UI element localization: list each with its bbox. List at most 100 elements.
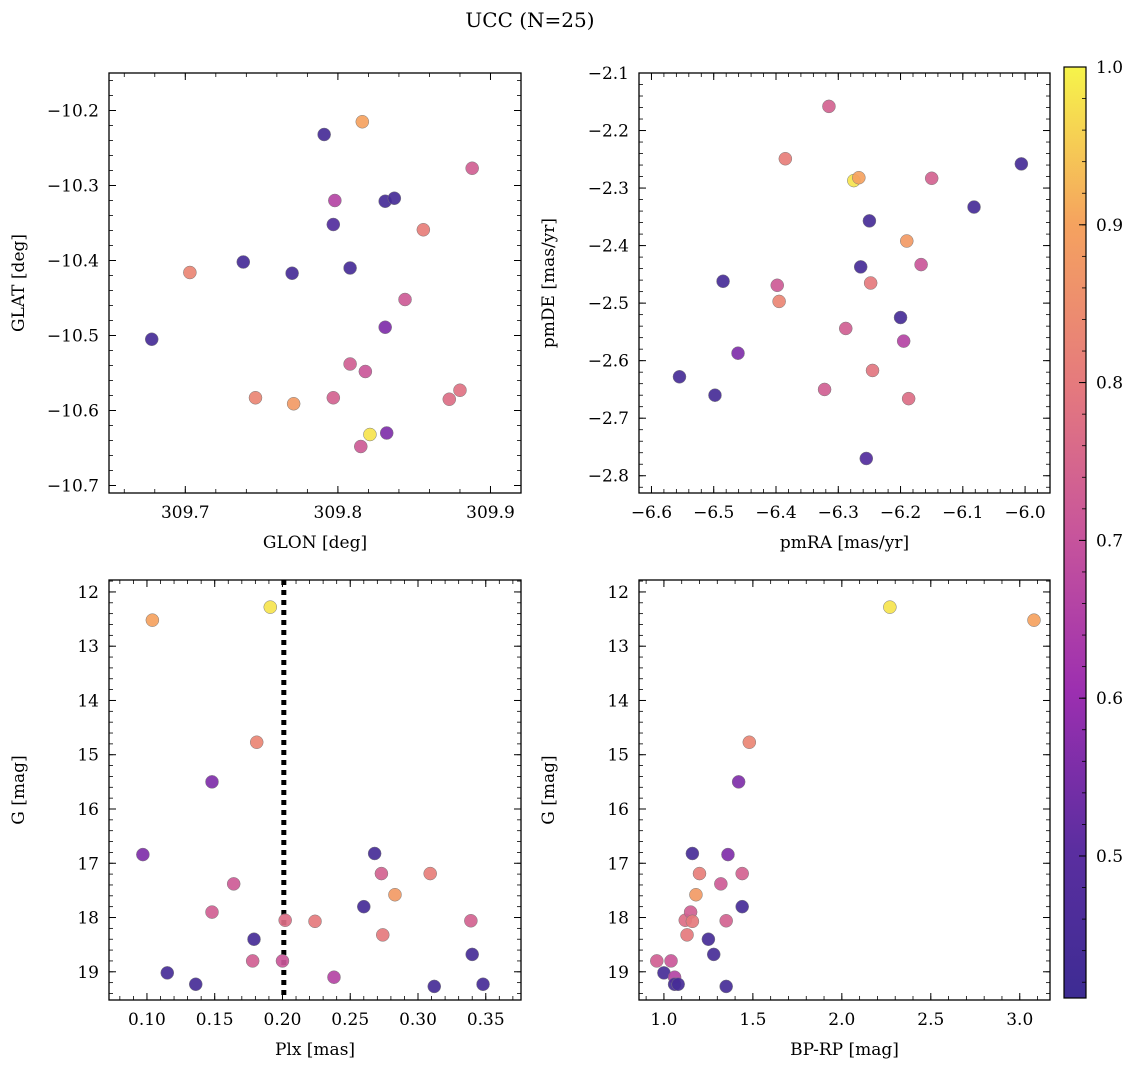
scatter-point xyxy=(355,115,370,129)
x-tick-label: 1.5 xyxy=(739,1010,766,1030)
y-axis-label: pmDE [mas/yr] xyxy=(539,218,559,348)
x-tick-label: 0.20 xyxy=(264,1010,302,1030)
scatter-point xyxy=(188,977,203,992)
scatter-point xyxy=(263,600,278,614)
y-tick-label: −2.4 xyxy=(588,237,629,257)
y-tick-label: −2.6 xyxy=(588,352,629,372)
y-tick-label: 12 xyxy=(77,583,99,603)
y-tick-label: 17 xyxy=(77,854,99,874)
axes-frame xyxy=(638,72,1051,494)
scatter-point xyxy=(286,397,301,411)
scatter-point xyxy=(387,191,402,205)
scatter-point xyxy=(822,99,836,114)
x-tick-label: −6.0 xyxy=(1004,503,1045,523)
scatter-point xyxy=(731,346,745,360)
scatter-point xyxy=(427,979,442,994)
scatter-point xyxy=(883,600,897,614)
scatter-point xyxy=(136,847,150,862)
y-axis-label: G [mag] xyxy=(9,755,29,824)
y-tick-label: 19 xyxy=(77,963,99,983)
scatter-point xyxy=(326,391,341,405)
scatter-point xyxy=(465,161,479,175)
scatter-point xyxy=(374,866,389,881)
scatter-point xyxy=(245,954,260,968)
y-tick-label: −2.7 xyxy=(588,409,629,429)
scatter-point xyxy=(838,321,853,336)
x-axis-label: Plx [mas] xyxy=(275,1040,355,1060)
scatter-point xyxy=(183,265,197,280)
x-tick-label: −6.1 xyxy=(942,503,983,523)
scatter-point xyxy=(423,866,437,881)
scatter-point xyxy=(650,954,664,968)
scatter-point xyxy=(731,775,746,789)
scatter-point xyxy=(363,427,377,442)
scatter-point xyxy=(900,234,914,248)
colorbar-tick-label: 0.8 xyxy=(1096,374,1123,394)
scatter-point xyxy=(735,866,749,881)
colorbar-tick-label: 0.9 xyxy=(1096,216,1123,236)
colorbar-tick-label: 1.0 xyxy=(1096,58,1123,78)
x-tick-label: 0.30 xyxy=(399,1010,437,1030)
scatter-point xyxy=(144,332,159,346)
scatter-point xyxy=(343,261,357,275)
x-tick-label: 0.10 xyxy=(128,1010,166,1030)
scatter-point xyxy=(354,439,368,454)
scatter-point xyxy=(1014,157,1029,171)
scatter-point xyxy=(278,913,292,927)
x-tick-label: −6.6 xyxy=(631,503,672,523)
scatter-point xyxy=(672,370,687,384)
y-tick-label: 15 xyxy=(77,746,99,766)
scatter-point xyxy=(476,977,490,992)
x-axis-label: BP-RP [mag] xyxy=(790,1040,899,1060)
scatter-point xyxy=(317,127,331,142)
x-axis-label: GLON [deg] xyxy=(263,533,367,553)
x-axis-label: pmRA [mas/yr] xyxy=(780,533,909,553)
scatter-point xyxy=(692,866,707,881)
scatter-point xyxy=(327,970,341,984)
x-tick-label: 0.35 xyxy=(467,1010,505,1030)
scatter-point xyxy=(714,877,728,891)
scatter-point xyxy=(236,255,251,269)
scatter-point xyxy=(205,775,219,789)
scatter-point xyxy=(464,914,478,928)
scatter-point xyxy=(1027,613,1041,627)
scatter-point xyxy=(721,847,735,862)
scatter-point xyxy=(893,310,908,325)
y-tick-label: 14 xyxy=(607,691,629,711)
y-tick-label: 18 xyxy=(77,909,99,929)
y-tick-label: −2.3 xyxy=(588,179,629,199)
axes-frame xyxy=(638,579,1051,1001)
scatter-point xyxy=(742,735,757,749)
y-axis-label: G [mag] xyxy=(539,755,559,824)
scatter-point xyxy=(160,966,175,980)
x-tick-label: 2.5 xyxy=(917,1010,944,1030)
scatter-point xyxy=(708,388,722,402)
y-tick-label: 14 xyxy=(77,691,99,711)
scatter-point xyxy=(817,382,832,397)
scatter-point xyxy=(398,292,412,307)
scatter-point xyxy=(226,877,241,891)
y-tick-label: −10.5 xyxy=(47,327,99,347)
x-tick-label: −6.4 xyxy=(755,503,796,523)
scatter-point xyxy=(716,274,730,289)
axes-frame xyxy=(108,72,522,494)
x-tick-label: 0.15 xyxy=(196,1010,234,1030)
panel-2: −6.6 −6.5 −6.4 −6.3 −6.2 −6.1 −6.0 −2.1 −2.2 −2.3… xyxy=(539,64,1051,553)
axes-frame xyxy=(108,579,522,1001)
colorbar-tick-label: 0.6 xyxy=(1096,689,1123,709)
colorbar-gradient xyxy=(1063,66,1087,999)
y-axis-label: GLAT [deg] xyxy=(9,234,29,332)
x-tick-label: 309.8 xyxy=(314,503,363,523)
y-tick-label: −10.7 xyxy=(47,477,99,497)
scatter-point xyxy=(859,451,874,466)
scatter-point xyxy=(680,928,694,942)
scatter-point xyxy=(914,257,928,272)
scatter-point xyxy=(442,392,457,406)
scatter-point xyxy=(852,170,866,185)
scatter-point xyxy=(685,914,700,929)
scatter-point xyxy=(896,334,911,348)
scatter-point xyxy=(285,266,299,280)
x-tick-label: −6.2 xyxy=(880,503,921,523)
scatter-point xyxy=(275,954,290,968)
scatter-point xyxy=(367,846,382,861)
